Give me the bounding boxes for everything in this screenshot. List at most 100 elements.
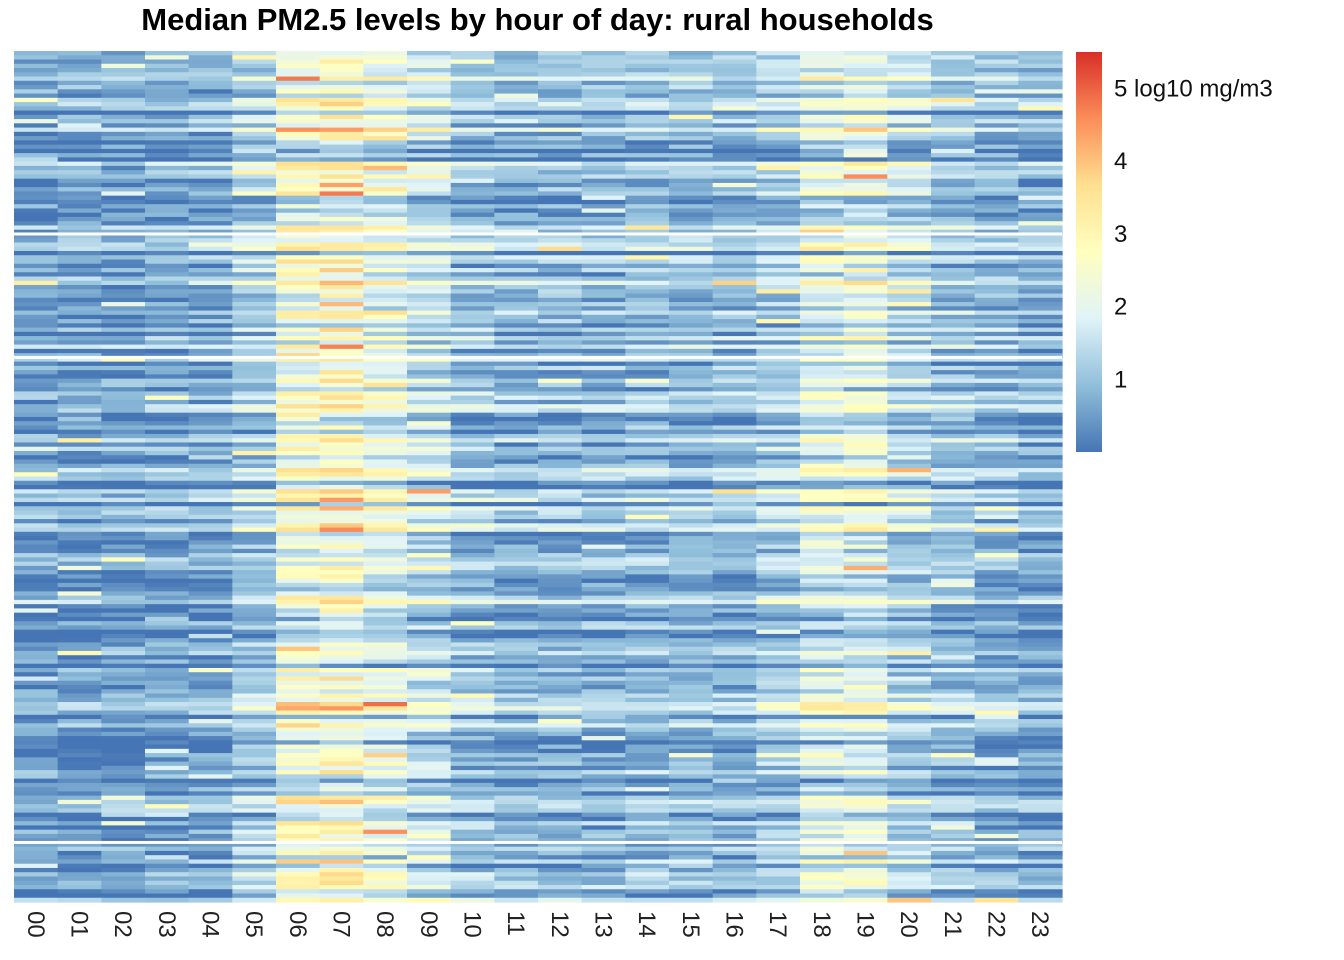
heatmap-cell bbox=[538, 557, 583, 563]
heatmap-cell bbox=[407, 476, 452, 482]
heatmap-cell bbox=[319, 846, 364, 852]
heatmap-cell bbox=[538, 804, 583, 809]
heatmap-cell bbox=[974, 242, 1019, 248]
heatmap-cell bbox=[232, 497, 277, 503]
heatmap-cell bbox=[232, 655, 277, 661]
heatmap-cell bbox=[931, 804, 976, 809]
heatmap-cell bbox=[800, 493, 845, 499]
heatmap-cell bbox=[407, 395, 452, 401]
heatmap-cell bbox=[276, 310, 321, 316]
heatmap-cell bbox=[57, 727, 102, 733]
heatmap-cell bbox=[101, 472, 146, 478]
heatmap-cell bbox=[843, 161, 888, 167]
heatmap-cell bbox=[14, 667, 59, 673]
heatmap-cell bbox=[931, 736, 976, 741]
color-legend-tick-label: 4 bbox=[1114, 148, 1127, 175]
heatmap-cell bbox=[625, 323, 670, 329]
heatmap-cell bbox=[363, 365, 408, 371]
heatmap-cell bbox=[188, 502, 233, 507]
heatmap-cell bbox=[145, 276, 190, 282]
heatmap-cell bbox=[625, 867, 670, 873]
heatmap-cell bbox=[276, 642, 321, 648]
heatmap-cell bbox=[1018, 272, 1063, 278]
heatmap-cell bbox=[494, 442, 539, 448]
heatmap-cell bbox=[669, 165, 714, 171]
heatmap-cell bbox=[1018, 319, 1063, 324]
heatmap-cell bbox=[931, 502, 976, 507]
heatmap-cell bbox=[57, 93, 102, 99]
heatmap-cell bbox=[450, 659, 495, 665]
heatmap-cell bbox=[581, 110, 626, 116]
heatmap-cell bbox=[188, 680, 233, 686]
heatmap-cell bbox=[800, 246, 845, 252]
heatmap-cell bbox=[363, 787, 408, 792]
heatmap-cell bbox=[188, 353, 233, 358]
heatmap-cell bbox=[800, 557, 845, 563]
heatmap-cell bbox=[931, 570, 976, 575]
heatmap-cell bbox=[887, 157, 932, 163]
heatmap-cell bbox=[1018, 119, 1063, 124]
heatmap-cell bbox=[494, 68, 539, 73]
heatmap-cell bbox=[931, 889, 976, 895]
heatmap-cell bbox=[1018, 97, 1063, 103]
heatmap-cell bbox=[974, 374, 1019, 380]
heatmap-cell bbox=[931, 114, 976, 120]
heatmap-cell bbox=[625, 391, 670, 397]
heatmap-cell bbox=[843, 587, 888, 592]
heatmap-cell bbox=[1018, 187, 1063, 193]
heatmap-cell bbox=[450, 463, 495, 469]
heatmap-cell bbox=[843, 229, 888, 235]
heatmap-cell bbox=[14, 540, 59, 546]
heatmap-cell bbox=[101, 680, 146, 686]
heatmap-cell bbox=[974, 110, 1019, 116]
heatmap-cell bbox=[1018, 153, 1063, 158]
heatmap-cell bbox=[188, 204, 233, 210]
heatmap-cell bbox=[843, 642, 888, 648]
heatmap-cell bbox=[931, 365, 976, 371]
heatmap-cell bbox=[494, 153, 539, 158]
heatmap-cell bbox=[494, 208, 539, 214]
heatmap-cell bbox=[450, 838, 495, 844]
heatmap-cell bbox=[14, 259, 59, 265]
heatmap-cell bbox=[57, 855, 102, 861]
heatmap-cell bbox=[1018, 676, 1063, 682]
heatmap-cell bbox=[407, 727, 452, 733]
heatmap-cell bbox=[276, 199, 321, 205]
heatmap-cell bbox=[1018, 204, 1063, 210]
heatmap-cell bbox=[931, 182, 976, 188]
heatmap-cell bbox=[669, 204, 714, 210]
heatmap-cell bbox=[450, 774, 495, 780]
heatmap-cell bbox=[188, 476, 233, 482]
heatmap-cell bbox=[101, 825, 146, 831]
heatmap-cell bbox=[57, 629, 102, 635]
heatmap-cell bbox=[101, 485, 146, 490]
heatmap-cell bbox=[1018, 587, 1063, 592]
heatmap-cell bbox=[407, 706, 452, 712]
heatmap-cell bbox=[232, 310, 277, 316]
heatmap-cell bbox=[145, 485, 190, 490]
heatmap-cell bbox=[450, 216, 495, 222]
heatmap-cell bbox=[756, 791, 801, 797]
heatmap-cell bbox=[494, 812, 539, 818]
heatmap-cell bbox=[494, 119, 539, 124]
heatmap-cell bbox=[145, 880, 190, 886]
heatmap-cell bbox=[276, 502, 321, 507]
heatmap-cell bbox=[669, 140, 714, 146]
heatmap-cell bbox=[712, 808, 757, 814]
heatmap-cell bbox=[276, 863, 321, 869]
heatmap-cell bbox=[57, 344, 102, 350]
heatmap-cell bbox=[800, 221, 845, 227]
heatmap-cell bbox=[494, 667, 539, 673]
heatmap-cell bbox=[450, 361, 495, 367]
heatmap-cell bbox=[57, 361, 102, 367]
heatmap-cell bbox=[581, 340, 626, 346]
heatmap-cell bbox=[581, 297, 626, 303]
heatmap-cell bbox=[800, 140, 845, 146]
heatmap-cell bbox=[407, 702, 452, 707]
heatmap-cell bbox=[538, 480, 583, 486]
heatmap-cell bbox=[625, 302, 670, 307]
heatmap-cell bbox=[756, 557, 801, 563]
heatmap-cell bbox=[843, 378, 888, 384]
heatmap-cell bbox=[276, 442, 321, 448]
heatmap-cell bbox=[276, 421, 321, 427]
